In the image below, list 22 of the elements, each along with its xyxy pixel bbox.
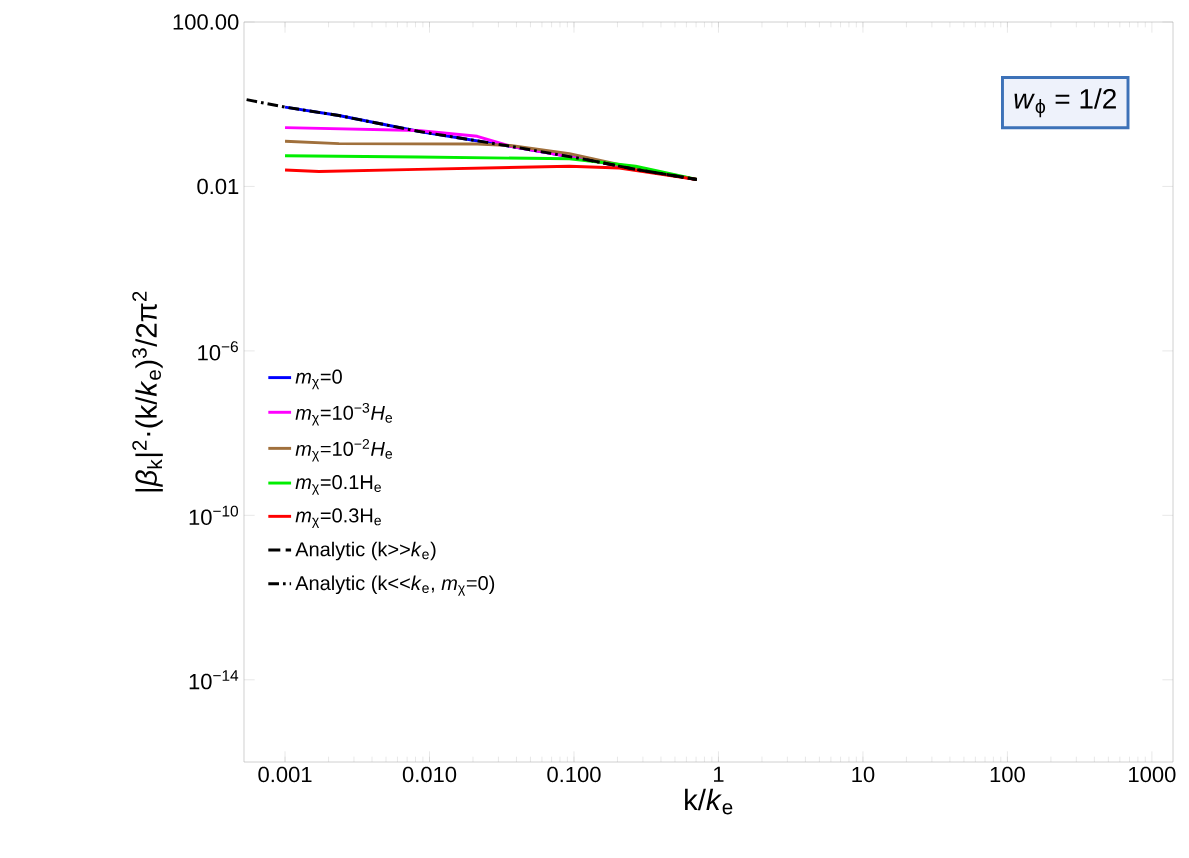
y-tick-label: 100.00 [173,14,239,30]
legend-label: m$_{χ}$=10$^{−3}$H$_{e}$ [295,402,393,426]
x-tick-label: 1 [714,766,724,782]
x-tick-label: 10 [852,766,875,783]
annotation: w$_{ϕ}$ = 1/2 [1014,88,1116,118]
x-tick-label: 0.010 [402,766,457,783]
y-tick-label: 0.01 [197,178,239,195]
x-tick-label: 100 [990,766,1025,783]
text: |β$_{k}$|$^{2}$·(k/k$_{e}$)$^{3}$/2π$^{2}$ [132,291,163,492]
legend-label: m$_{χ}$=10$^{−2}$H$_{e}$ [295,439,393,462]
y-tick-label: 10$^{−6}$ [198,341,238,361]
legend-label: Analytic (k>>k$_{e}$) [295,541,436,561]
legend-label: m$_{χ}$=0 [295,369,342,390]
x-tick-label: 1000 [1129,766,1176,783]
legend-label: m$_{χ}$=0.3H$_{e}$ [295,508,381,529]
x-tick-label: 0.100 [547,766,601,783]
y-tick-label: 10$^{−10}$ [189,505,239,525]
legend-label: Analytic (k<<k$_{e}$, m$_{χ}$=0) [295,575,495,596]
x-axis-title: k/k$_{e}$ [685,788,733,815]
legend-label: m$_{χ}$=0.1H$_{e}$ [295,475,381,495]
y-tick-label: 10$^{−14}$ [189,670,239,690]
x-tick-label: 0.001 [258,766,312,783]
